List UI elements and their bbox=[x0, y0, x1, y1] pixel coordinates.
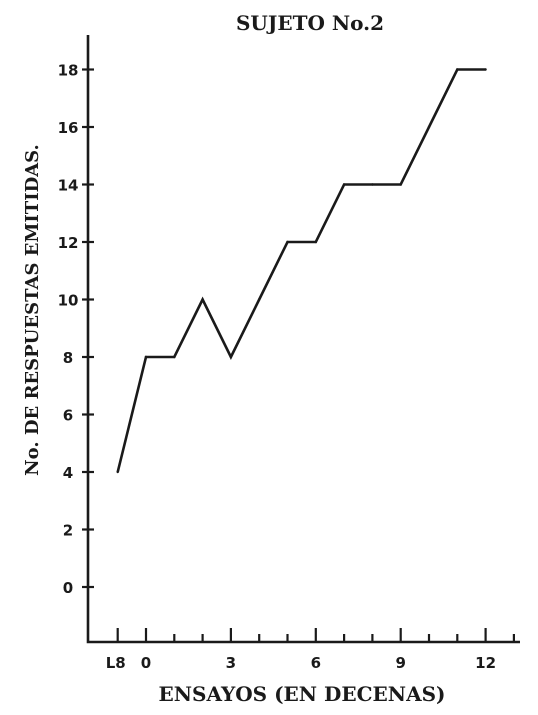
data-point bbox=[484, 68, 487, 71]
y-tick-label: 2 bbox=[63, 522, 73, 540]
data-point bbox=[258, 298, 261, 301]
data-point bbox=[399, 183, 402, 186]
series-line-0 bbox=[116, 68, 486, 473]
x-tick-label: 9 bbox=[395, 654, 405, 672]
x-ticks: L8 0 3 6 9 12 bbox=[106, 628, 516, 672]
data-point bbox=[371, 183, 374, 186]
data-point bbox=[173, 355, 176, 359]
x-tick-label: 6 bbox=[311, 654, 321, 672]
x-tick-label: 3 bbox=[226, 654, 236, 672]
data-point bbox=[229, 355, 233, 359]
data-point bbox=[144, 355, 148, 359]
data-point bbox=[456, 68, 459, 71]
y-axis-label: No. DE RESPUESTAS EMITIDAS. bbox=[22, 144, 43, 476]
y-tick-label: 6 bbox=[63, 407, 73, 425]
x-axis-label: ENSAYOS (EN DECENAS) bbox=[158, 682, 445, 706]
chart-title: SUJETO No.2 bbox=[236, 11, 384, 35]
axis-lines bbox=[86, 35, 520, 644]
y-tick-label: 12 bbox=[58, 234, 79, 252]
y-tick-label: 0 bbox=[63, 579, 73, 597]
data-point bbox=[201, 298, 204, 301]
data-point bbox=[342, 183, 346, 186]
x-tick-label: 0 bbox=[141, 654, 151, 672]
data-point bbox=[116, 470, 119, 474]
y-tick-label: 4 bbox=[63, 464, 73, 482]
y-tick-label: 18 bbox=[58, 62, 79, 80]
y-tick-label: 8 bbox=[63, 349, 73, 367]
data-point bbox=[427, 125, 431, 129]
data-point bbox=[286, 240, 289, 244]
x-tick-label: 12 bbox=[475, 654, 496, 672]
x-tick-label: L8 bbox=[106, 654, 126, 672]
y-tick-label: 16 bbox=[58, 119, 79, 137]
axes bbox=[86, 35, 520, 644]
y-tick-label: 10 bbox=[58, 292, 79, 310]
series-group bbox=[116, 68, 487, 474]
y-tick-label: 14 bbox=[58, 177, 79, 195]
data-point bbox=[314, 240, 317, 244]
y-ticks: 0 2 4 6 8 10 12 14 16 18 bbox=[58, 62, 94, 597]
